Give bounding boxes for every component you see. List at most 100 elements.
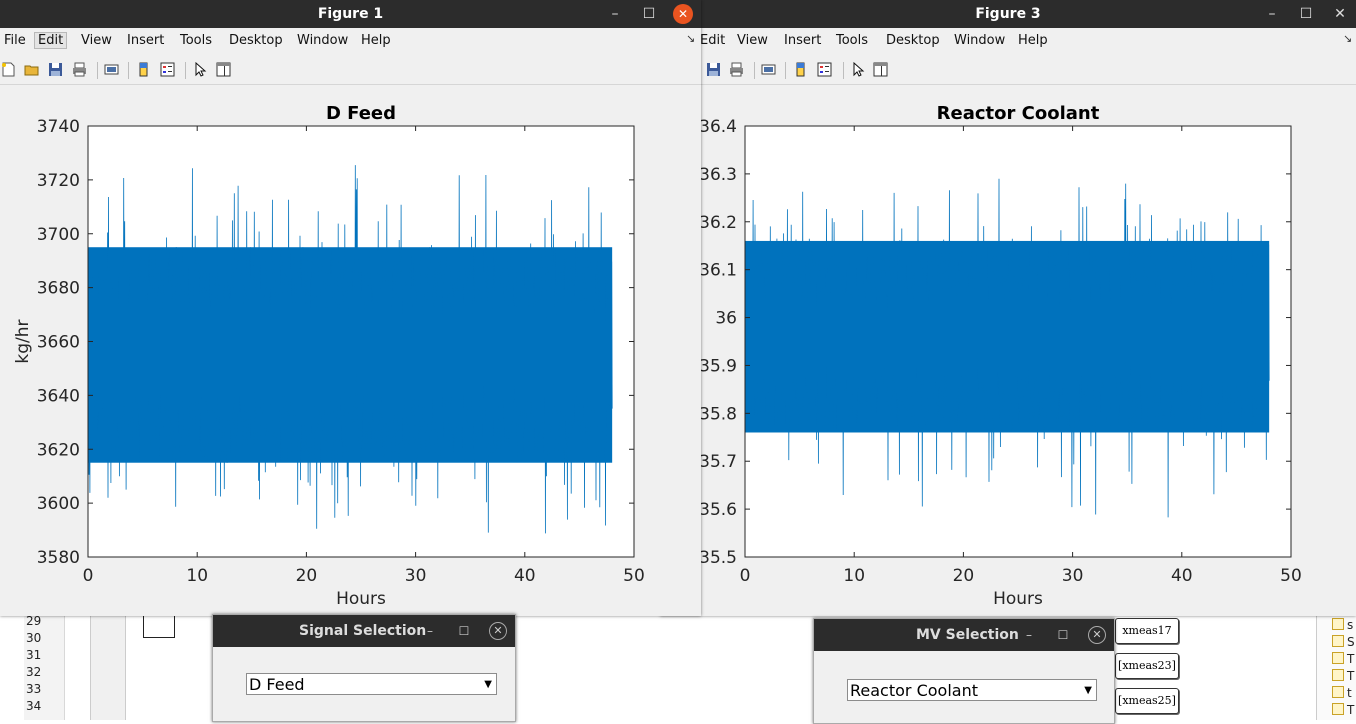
- save-icon[interactable]: [48, 62, 63, 77]
- menu-view[interactable]: View: [81, 33, 112, 48]
- print-preview-icon[interactable]: [104, 62, 119, 77]
- y-tick-label: 35.8: [699, 404, 737, 424]
- print-icon[interactable]: [72, 62, 87, 77]
- model-canvas-band: [90, 600, 126, 720]
- figure3-titlebar[interactable]: Figure 3 – ☐ ✕: [660, 0, 1356, 28]
- mv-selection-dialog: MV Selection – ☐ ✕ Reactor Coolant ▼: [813, 618, 1115, 724]
- tree-item[interactable]: t: [1332, 686, 1352, 700]
- maximize-icon[interactable]: ☐: [458, 624, 470, 638]
- toolbar-separator: [754, 62, 755, 79]
- series-line: [87, 165, 613, 534]
- x-tick-label: 10: [843, 566, 865, 586]
- legend-icon[interactable]: [817, 62, 832, 77]
- x-tick-label: 30: [405, 566, 427, 586]
- close-icon[interactable]: ✕: [1088, 626, 1106, 644]
- toolbar: [0, 56, 701, 85]
- y-tick-label: 36: [715, 309, 737, 329]
- dialog-titlebar[interactable]: MV Selection – ☐ ✕: [814, 619, 1114, 651]
- line-number: 33: [26, 682, 42, 696]
- maximize-icon[interactable]: ☐: [1299, 6, 1313, 22]
- menu-tools[interactable]: Tools: [180, 33, 213, 48]
- menubar: Edit View Insert Tools Desktop Window He…: [660, 28, 1356, 56]
- minimize-icon[interactable]: –: [1268, 6, 1276, 22]
- menu-desktop[interactable]: Desktop: [229, 33, 283, 48]
- menu-file[interactable]: File: [4, 33, 26, 48]
- toolbar-separator: [185, 62, 186, 79]
- y-tick-label: 35.9: [699, 356, 737, 376]
- table-icon: [1332, 635, 1344, 647]
- menu-view[interactable]: View: [737, 33, 768, 48]
- goto-tag-xmeas23[interactable]: [xmeas23]: [1115, 653, 1179, 679]
- y-tick-label: 36.1: [699, 261, 737, 281]
- figure1-titlebar[interactable]: Figure 1 – ☐ ✕: [0, 0, 701, 28]
- x-tick-label: 0: [83, 566, 94, 586]
- dock-arrow-icon[interactable]: ↘: [686, 32, 696, 45]
- print-icon[interactable]: [729, 62, 744, 77]
- chart-title: D Feed: [326, 103, 396, 124]
- y-tick-label: 3640: [37, 386, 80, 406]
- minimize-icon[interactable]: –: [427, 624, 433, 638]
- tree-item[interactable]: T: [1332, 703, 1354, 717]
- menu-edit[interactable]: Edit: [34, 32, 68, 49]
- table-icon: [1332, 652, 1344, 664]
- line-number: 31: [26, 648, 42, 662]
- minimize-icon[interactable]: –: [611, 6, 619, 22]
- close-icon[interactable]: ✕: [673, 4, 693, 24]
- save-icon[interactable]: [706, 62, 721, 77]
- toolbar-separator: [785, 62, 786, 79]
- x-tick-label: 50: [623, 566, 645, 586]
- y-tick-label: 3680: [37, 279, 80, 299]
- tree-item[interactable]: T: [1332, 652, 1354, 666]
- dropdown-arrow-icon: ▼: [1084, 685, 1092, 696]
- dialog-titlebar[interactable]: Signal Selection – ☐ ✕: [213, 615, 515, 647]
- table-icon: [1332, 703, 1344, 715]
- signal-dropdown[interactable]: D Feed ▼: [246, 673, 497, 695]
- goto-tag-xmeas17[interactable]: xmeas17: [1115, 618, 1179, 644]
- tree-item[interactable]: T: [1332, 669, 1354, 683]
- colorbar-icon[interactable]: [793, 62, 808, 77]
- maximize-icon[interactable]: ☐: [642, 6, 656, 22]
- menu-insert[interactable]: Insert: [784, 33, 822, 48]
- signal-selection-dialog: Signal Selection – ☐ ✕ D Feed ▼: [212, 614, 516, 722]
- menu-window[interactable]: Window: [954, 33, 1006, 48]
- close-icon[interactable]: ✕: [1334, 6, 1346, 22]
- menu-insert[interactable]: Insert: [127, 33, 165, 48]
- d-feed-plot[interactable]: 0 10 20 30 40 50 3580 3600 3620 3640 3660 3680 3700 3…: [0, 85, 701, 616]
- menu-help[interactable]: Help: [1018, 33, 1048, 48]
- property-editor-icon[interactable]: [216, 62, 231, 77]
- menubar: File Edit View Insert Tools Desktop Wind…: [0, 28, 701, 56]
- open-folder-icon[interactable]: [24, 62, 39, 77]
- x-tick-label: 20: [296, 566, 318, 586]
- property-editor-icon[interactable]: [873, 62, 888, 77]
- menu-help[interactable]: Help: [361, 33, 391, 48]
- menu-tools[interactable]: Tools: [836, 33, 869, 48]
- pointer-icon[interactable]: [193, 62, 208, 77]
- x-tick-label: 40: [514, 566, 536, 586]
- line-number: 32: [26, 665, 42, 679]
- tree-item[interactable]: s: [1332, 618, 1353, 632]
- maximize-icon[interactable]: ☐: [1057, 628, 1069, 642]
- new-figure-icon[interactable]: [1, 62, 16, 77]
- legend-icon[interactable]: [160, 62, 175, 77]
- reactor-coolant-plot[interactable]: 0 10 20 30 40 50 35.5 35.6 35.7 35.8 35.9 36 36.1 36.…: [660, 85, 1356, 616]
- minimize-icon[interactable]: –: [1026, 628, 1032, 642]
- close-icon[interactable]: ✕: [489, 622, 507, 640]
- toolbar-separator: [97, 62, 98, 79]
- print-preview-icon[interactable]: [761, 62, 776, 77]
- mv-dropdown[interactable]: Reactor Coolant ▼: [847, 679, 1097, 701]
- axes-box: [744, 125, 1292, 558]
- colorbar-icon[interactable]: [136, 62, 151, 77]
- x-tick-label: 30: [1062, 566, 1084, 586]
- menu-desktop[interactable]: Desktop: [886, 33, 940, 48]
- y-tick-label: 36.4: [699, 117, 737, 137]
- y-tick-label: 35.5: [699, 548, 737, 568]
- figure3-window: Figure 3 – ☐ ✕ Edit View Insert Tools De…: [660, 0, 1356, 616]
- menu-edit[interactable]: Edit: [700, 33, 726, 48]
- goto-tag-xmeas25[interactable]: [xmeas25]: [1115, 688, 1179, 714]
- y-tick-label: 3740: [37, 117, 80, 137]
- menu-window[interactable]: Window: [297, 33, 349, 48]
- dock-arrow-icon[interactable]: ↘: [1343, 32, 1353, 45]
- y-tick-label: 3660: [37, 333, 80, 353]
- pointer-icon[interactable]: [851, 62, 866, 77]
- tree-item[interactable]: S: [1332, 635, 1355, 649]
